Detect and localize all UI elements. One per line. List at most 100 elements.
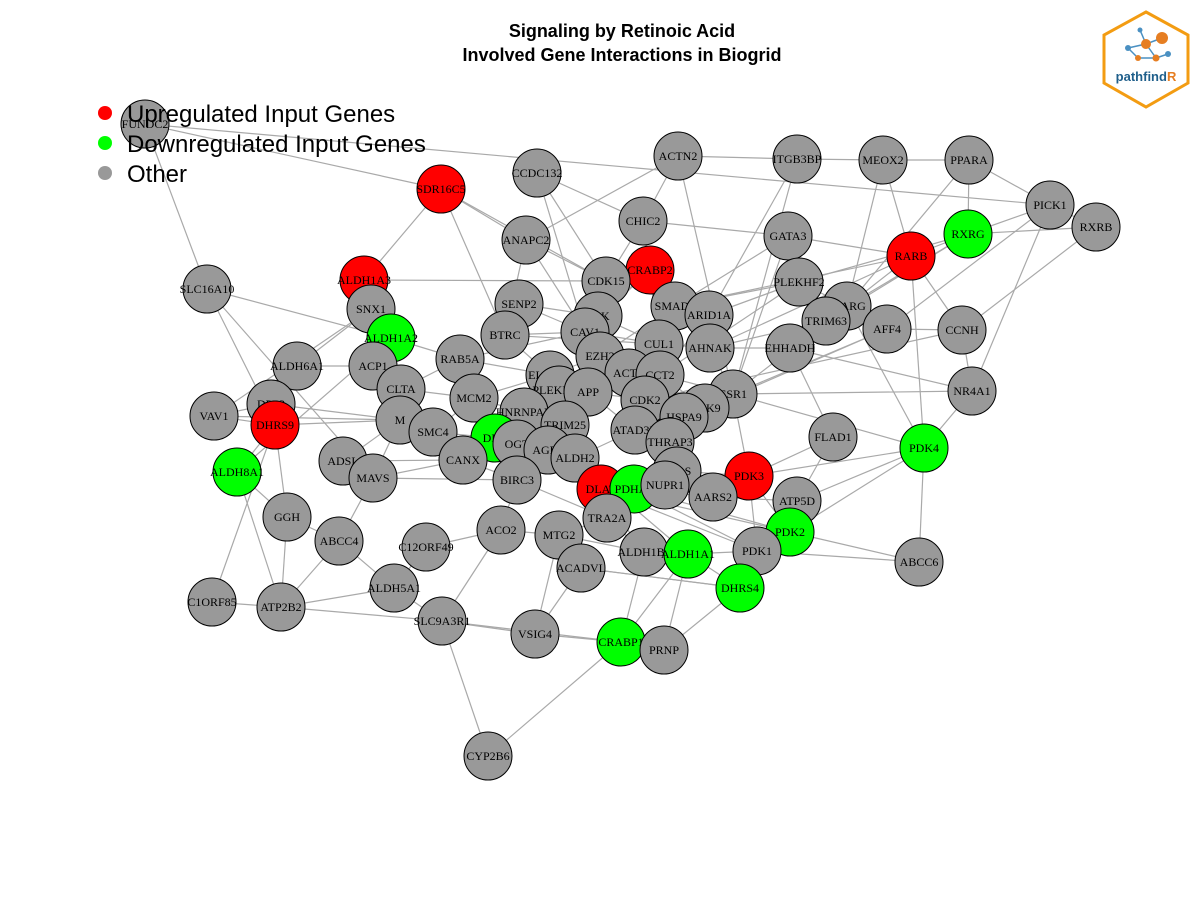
logo-text-main: pathfind <box>1116 69 1167 84</box>
node-circle-sdr16c5 <box>416 164 466 214</box>
node-ehhadh: EHHADH <box>765 323 816 373</box>
node-label-pdk2: PDK2 <box>775 525 805 539</box>
node-circle-ccnh <box>937 305 987 355</box>
node-c12orf49: C12ORF49 <box>398 522 454 572</box>
node-actn2: ACTN2 <box>653 131 703 181</box>
node-label-actn2: ACTN2 <box>659 149 698 163</box>
node-aldh1b1: ALDH1B1 <box>617 527 671 577</box>
edge-aldh1a3-cdk15 <box>363 279 607 282</box>
node-circle-tra2a <box>582 493 632 543</box>
legend-dot-other <box>98 166 112 180</box>
node-label-flad1: FLAD1 <box>814 430 851 444</box>
edge-fundc2-sdr16c5 <box>144 123 442 190</box>
edge-itgb3bp-arid1a <box>708 158 798 316</box>
node-circle-slc16a10 <box>182 264 232 314</box>
node-chic2: CHIC2 <box>618 196 668 246</box>
node-pdk1: PDK1 <box>732 526 782 576</box>
logo-text: pathfindR <box>1116 69 1177 84</box>
node-aldh8a1: ALDH8A1 <box>210 447 264 497</box>
node-label-aldh2: ALDH2 <box>555 451 594 465</box>
node-circle-pick1 <box>1025 180 1075 230</box>
edge-crabp1-cyp2b6 <box>487 641 622 757</box>
node-circle-aldh5a1 <box>369 563 419 613</box>
node-label-canx: CANX <box>446 453 480 467</box>
node-label-fundc2: FUNDC2 <box>122 117 169 131</box>
node-label-atad3b: ATAD3B <box>612 423 657 437</box>
node-circle-dhrs9 <box>250 400 300 450</box>
edge-c1orf85-dhrs9 <box>211 424 276 603</box>
node-pick1: PICK1 <box>1025 180 1075 230</box>
edge-pparg-pdk4 <box>846 305 925 449</box>
edge-vav1-m <box>213 415 401 421</box>
node-circle-abcc6 <box>894 537 944 587</box>
node-trim63: TRIM63 <box>801 296 851 346</box>
node-pdk4: PDK4 <box>899 423 949 473</box>
node-circle-canx <box>438 435 488 485</box>
node-label-atp2b2: ATP2B2 <box>260 600 301 614</box>
node-cyp2b6: CYP2B6 <box>463 731 513 781</box>
node-label-acadvl: ACADVL <box>556 561 606 575</box>
node-ccdc132: CCDC132 <box>512 148 562 198</box>
node-label-meox2: MEOX2 <box>862 153 903 167</box>
node-plekhf2: PLEKHF2 <box>773 257 825 307</box>
node-label-pick1: PICK1 <box>1033 198 1066 212</box>
node-circle-birc3 <box>492 455 542 505</box>
legend-dot-downregulated <box>98 136 112 150</box>
node-label-aldh1a1: ALDH1A1 <box>661 547 715 561</box>
node-label-thrap3: THRAP3 <box>647 435 692 449</box>
node-label-chic2: CHIC2 <box>626 214 661 228</box>
node-circle-aldh6a1 <box>272 341 322 391</box>
node-circle-cyp2b6 <box>463 731 513 781</box>
node-label-btrc: BTRC <box>489 328 520 342</box>
node-circle-c1orf85 <box>187 577 237 627</box>
node-rarb: RARB <box>886 231 936 281</box>
node-nupr1: NUPR1 <box>640 460 690 510</box>
node-c1orf85: C1ORF85 <box>187 577 237 627</box>
node-label-vav1: VAV1 <box>200 409 229 423</box>
node-label-ehhadh: EHHADH <box>765 341 816 355</box>
node-circle-anapc2 <box>501 215 551 265</box>
node-label-hnrnpab: HNRNPAB <box>496 405 552 419</box>
node-ggh: GGH <box>262 492 312 542</box>
node-aco2: ACO2 <box>476 505 526 555</box>
edge-itgb3bp-esr1 <box>732 158 798 395</box>
node-circle-ppara <box>944 135 994 185</box>
node-label-slc9a3r1: SLC9A3R1 <box>414 614 471 628</box>
node-circle-abcc4 <box>314 516 364 566</box>
node-circle-mcm2 <box>449 373 499 423</box>
nodes-layer: FUNDC2 SDR16C5 CCDC132 ACTN2 ITGB3BP MEOX2 PPA… <box>120 99 1121 781</box>
node-label-crabp2: CRABP2 <box>627 263 672 277</box>
node-label-app: APP <box>577 385 599 399</box>
node-label-rxrg: RXRG <box>951 227 985 241</box>
node-label-dhrs4: DHRS4 <box>721 581 759 595</box>
node-label-cdk15: CDK15 <box>587 274 624 288</box>
node-circle-pdk4 <box>899 423 949 473</box>
node-circle-mavs <box>348 453 398 503</box>
node-label-acp1: ACP1 <box>358 359 387 373</box>
node-circle-atp2b2 <box>256 582 306 632</box>
node-circle-btrc <box>480 310 530 360</box>
node-birc3: BIRC3 <box>492 455 542 505</box>
node-label-itgb3bp: ITGB3BP <box>773 152 822 166</box>
node-circle-acadvl <box>556 543 606 593</box>
node-circle-itgb3bp <box>772 134 822 184</box>
node-label-vsig4: VSIG4 <box>518 627 552 641</box>
node-ahnak: AHNAK <box>685 323 735 373</box>
node-label-pdk1: PDK1 <box>742 544 772 558</box>
edge-nr4a1-esr1 <box>732 390 973 395</box>
edge-dhrs4-acadvl <box>580 567 741 589</box>
node-label-arid1a: ARID1A <box>687 308 731 322</box>
node-label-ppara: PPARA <box>950 153 988 167</box>
node-label-ahnak: AHNAK <box>688 341 732 355</box>
node-label-abcc6: ABCC6 <box>900 555 939 569</box>
node-circle-gata3 <box>763 211 813 261</box>
node-label-aldh8a1: ALDH8A1 <box>210 465 264 479</box>
legend-label-downregulated: Downregulated Input Genes <box>127 131 426 158</box>
node-label-aldh1a2: ALDH1A2 <box>364 331 418 345</box>
node-label-aldh5a1: ALDH5A1 <box>367 581 421 595</box>
node-mavs: MAVS <box>348 453 398 503</box>
edge-rarb-pdk4 <box>910 255 925 449</box>
node-circle-rarb <box>886 231 936 281</box>
node-circle-chic2 <box>618 196 668 246</box>
node-circle-vsig4 <box>510 609 560 659</box>
